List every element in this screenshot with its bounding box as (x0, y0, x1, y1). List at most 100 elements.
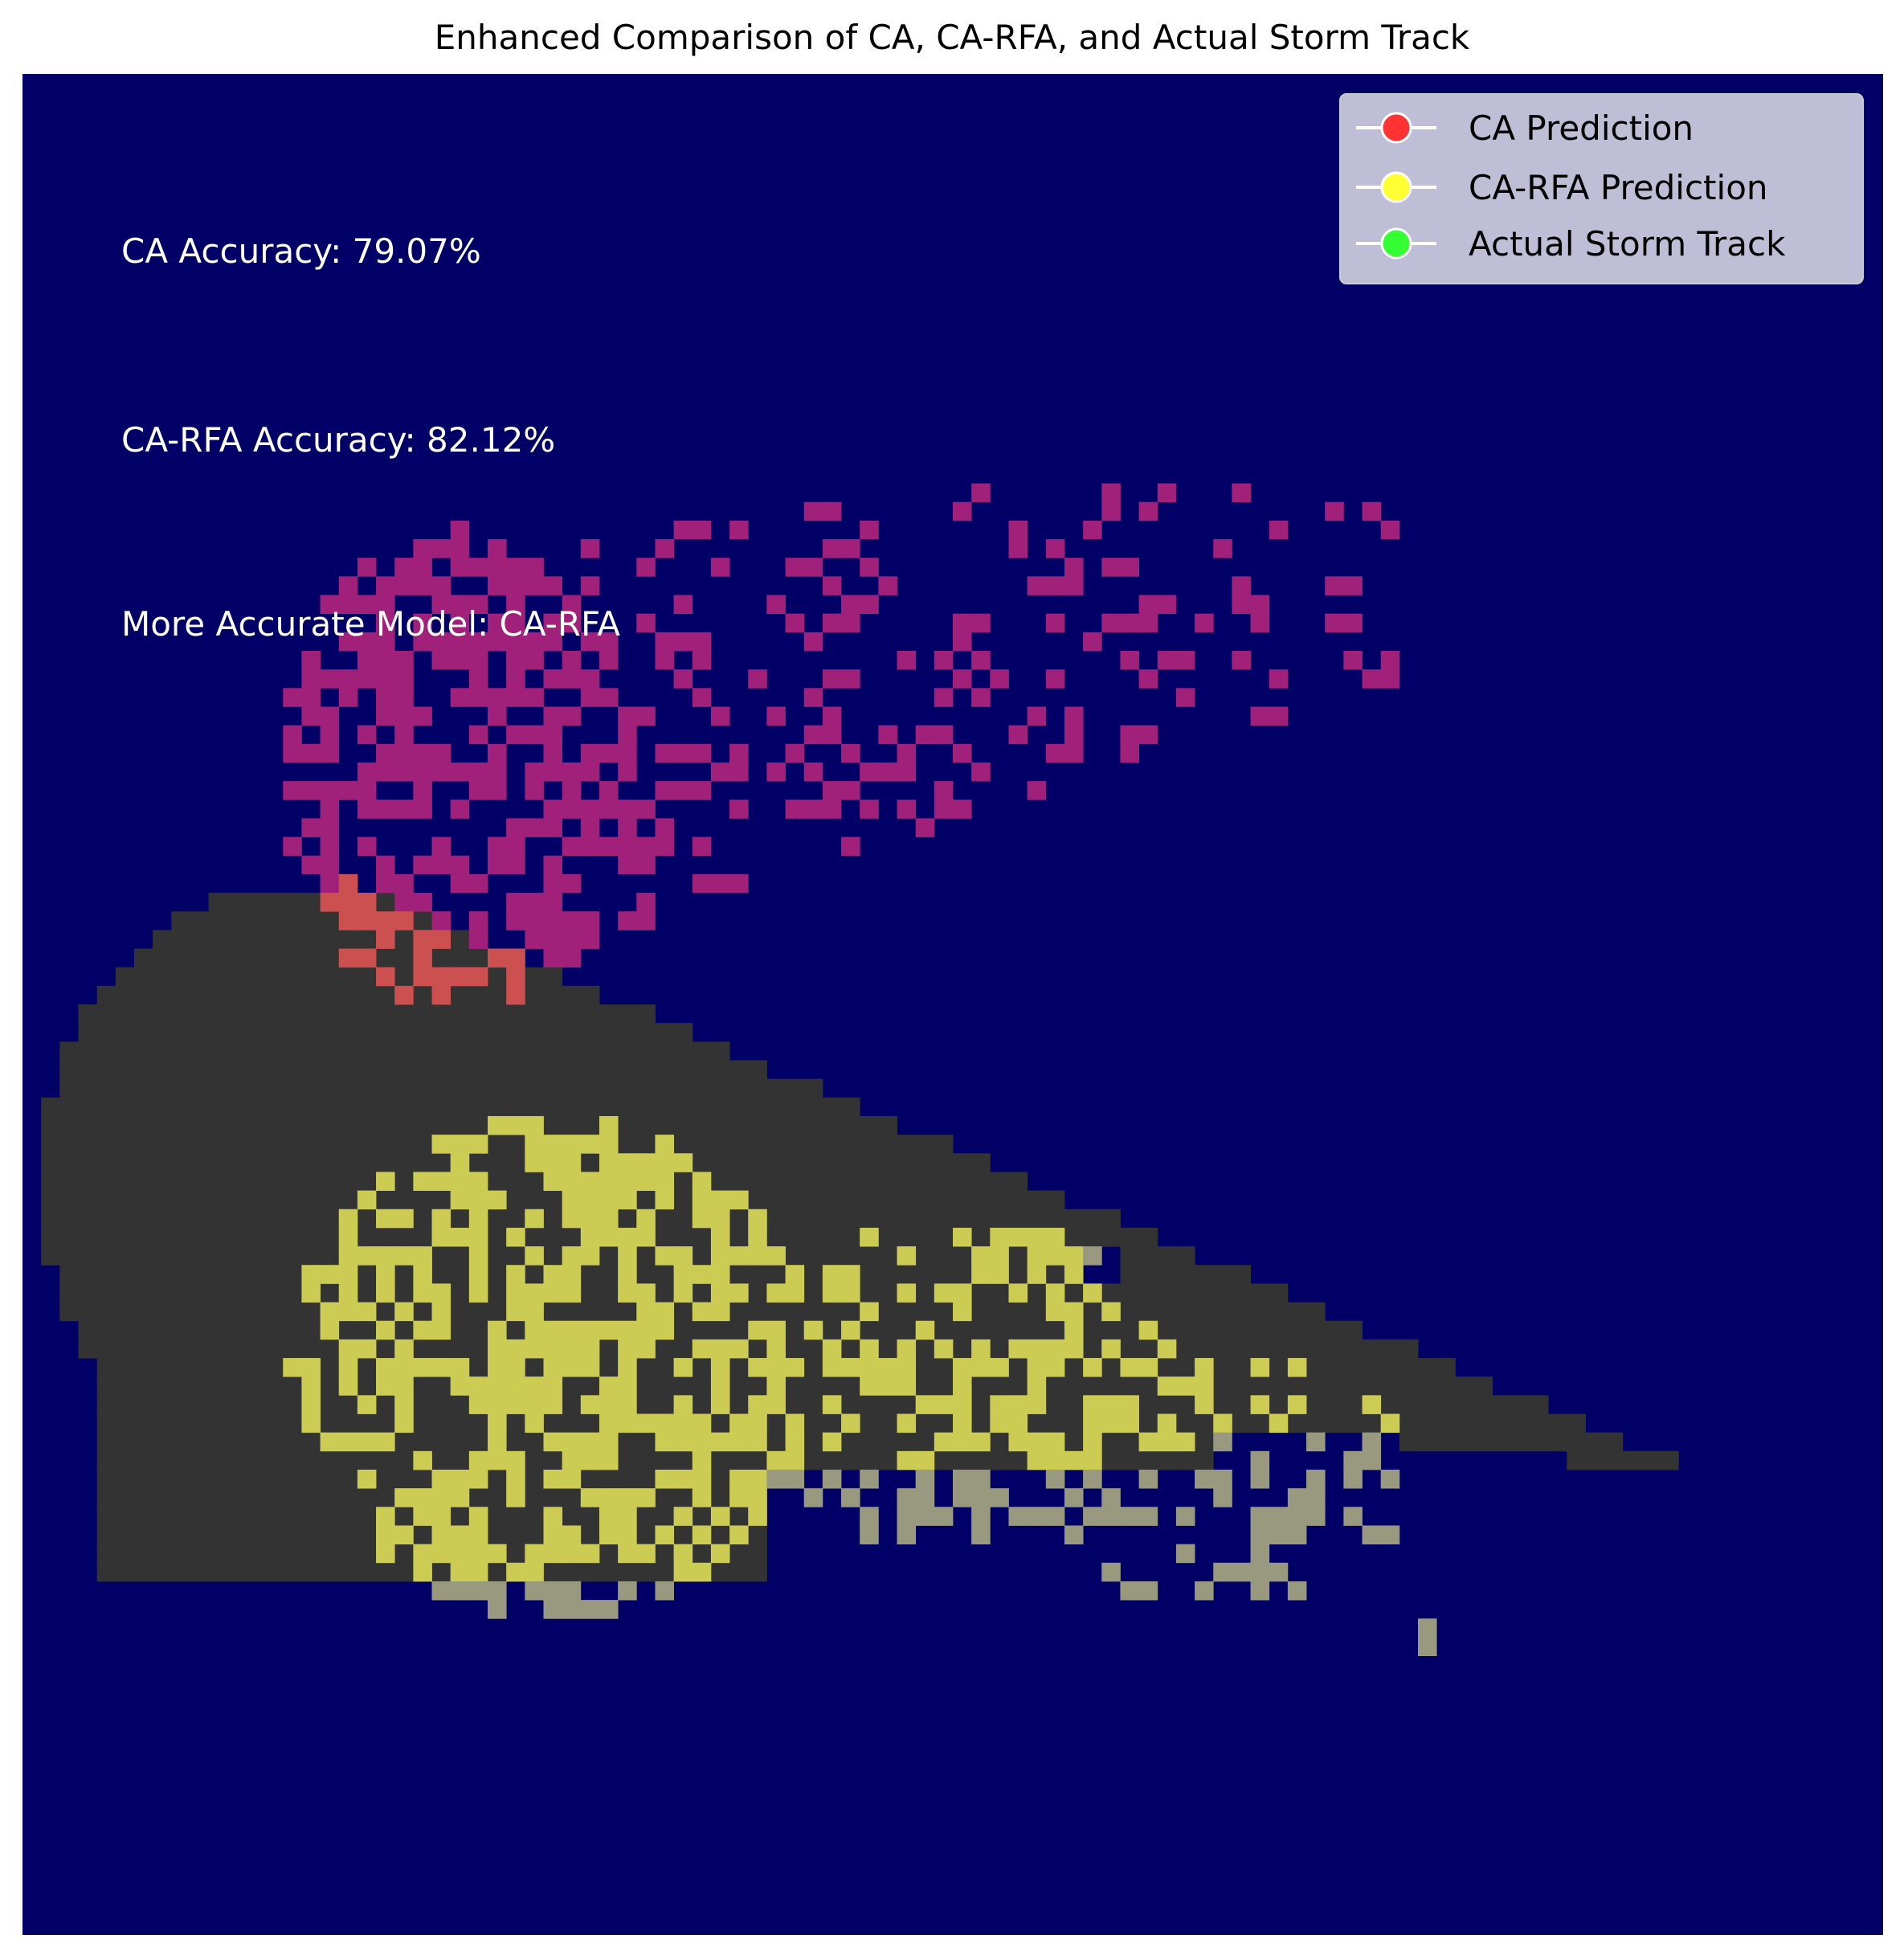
ca-cell (376, 576, 395, 595)
ca-cell (562, 873, 582, 894)
ca-cell (1380, 650, 1400, 670)
ca-rfa-cell (413, 1172, 432, 1191)
ca-cell (562, 836, 582, 857)
ca-rfa-cell (525, 1581, 544, 1601)
ca-cell (915, 725, 935, 745)
ca-rfa-cell (748, 1413, 767, 1434)
ca-rfa-cell (915, 1395, 935, 1414)
ca-cell (301, 688, 321, 707)
ca-rfa-cell (599, 1525, 619, 1545)
ca-cell (320, 836, 340, 857)
ca-rfa-cell (1250, 1562, 1270, 1582)
ca-rfa-cell (1027, 1246, 1047, 1266)
ca-rfa-cell (692, 1450, 712, 1470)
ca-cell (488, 855, 507, 875)
ca-cell (413, 967, 432, 987)
ca-rfa-cell (729, 1190, 749, 1210)
ca-cell (394, 650, 414, 670)
ca-rfa-cell (822, 1283, 842, 1303)
ca-cell (525, 576, 544, 595)
ca-cell (580, 818, 600, 837)
ca-cell (1064, 576, 1084, 595)
ca-cell (710, 706, 730, 726)
ca-cell (1027, 576, 1047, 595)
ca-cell (562, 948, 582, 968)
ca-cell (506, 558, 525, 577)
ca-cell (338, 911, 358, 930)
ca-cell (506, 818, 525, 837)
ca-cell (785, 800, 805, 819)
ca-rfa-cell (543, 1507, 563, 1526)
ca-rfa-cell (692, 1190, 712, 1210)
ca-rfa-cell (413, 1283, 432, 1303)
ca-rfa-cell (1269, 1507, 1289, 1526)
ca-cell (431, 650, 451, 670)
ca-cell (1120, 558, 1139, 577)
ca-rfa-cell (1306, 1432, 1326, 1452)
ca-rfa-cell (971, 1358, 991, 1377)
ca-rfa-cell (450, 1358, 470, 1377)
ca-rfa-cell (599, 1115, 619, 1135)
ca-cell (1045, 539, 1065, 558)
ca-rfa-cell (413, 1562, 432, 1582)
ca-cell (897, 762, 917, 782)
ca-cell (468, 725, 488, 745)
ca-rfa-cell (580, 1339, 600, 1359)
ca-rfa-cell (990, 1246, 1009, 1266)
ca-rfa-cell (692, 1413, 712, 1434)
ca-rfa-cell (1101, 1488, 1121, 1507)
ca-cell (860, 558, 879, 577)
ca-cell (338, 595, 358, 615)
ca-rfa-cell (506, 1358, 525, 1377)
ca-rfa-cell (1175, 1507, 1195, 1526)
ca-rfa-cell (1138, 1432, 1158, 1452)
ca-cell (320, 706, 340, 726)
ca-rfa-cell (506, 1302, 525, 1322)
ca-cell (376, 706, 395, 726)
ca-rfa-cell (1083, 1395, 1102, 1414)
ca-rfa-cell (822, 1470, 842, 1489)
ca-rfa-cell (394, 1413, 414, 1434)
ca-rfa-cell (376, 1209, 395, 1229)
ca-cell (543, 800, 563, 819)
ca-cell (506, 855, 525, 875)
ca-cell (394, 985, 414, 1005)
ca-rfa-cell (934, 1395, 954, 1414)
ca-rfa-cell (468, 1190, 488, 1210)
ca-cell (1325, 613, 1344, 633)
ca-rfa-cell (897, 1525, 917, 1545)
ca-rfa-cell (1083, 1432, 1102, 1452)
ca-rfa-cell (1045, 1507, 1065, 1526)
ca-rfa-cell (338, 1246, 358, 1266)
ca-cell (841, 595, 860, 615)
ca-rfa-cell (580, 1600, 600, 1619)
ca-rfa-cell (376, 1376, 395, 1396)
ca-rfa-cell (525, 1209, 544, 1229)
ca-cell (692, 781, 712, 800)
ca-rfa-cell (636, 1302, 656, 1322)
ca-rfa-cell (338, 1376, 358, 1396)
ca-rfa-cell (599, 1227, 619, 1247)
ca-rfa-cell (394, 1525, 414, 1545)
ca-cell (636, 613, 656, 633)
ca-rfa-cell (599, 1135, 619, 1154)
ca-rfa-cell (785, 1450, 805, 1470)
ca-rfa-cell (394, 1376, 414, 1396)
ca-cell (413, 706, 432, 726)
ca-rfa-cell (618, 1172, 637, 1191)
ca-cell (450, 650, 470, 670)
ca-rfa-cell (506, 1376, 525, 1396)
ca-rfa-cell (822, 1358, 842, 1377)
ca-cell (283, 836, 302, 857)
ca-rfa-cell (413, 1507, 432, 1526)
ca-cell (618, 743, 637, 763)
ca-rfa-cell (580, 1320, 600, 1340)
ca-rfa-cell (1120, 1358, 1139, 1377)
ca-cell (320, 595, 340, 615)
ca-cell (1045, 576, 1065, 595)
ca-rfa-cell (673, 1470, 693, 1489)
ca-cell (413, 743, 432, 763)
ca-rfa-cell (338, 1283, 358, 1303)
track-cell-row (1120, 1246, 1195, 1266)
ca-rfa-cell (468, 1172, 488, 1191)
